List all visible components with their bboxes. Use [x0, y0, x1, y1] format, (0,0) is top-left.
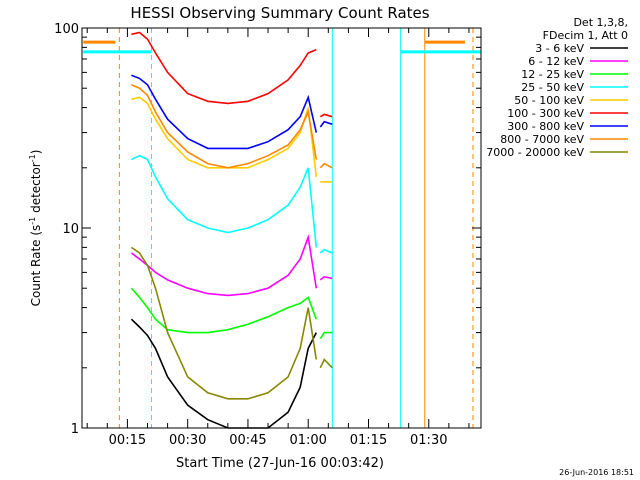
legend-header: FDecim 1, Att 0 [543, 29, 628, 42]
chart-title: HESSI Observing Summary Count Rates [130, 4, 429, 22]
series-1-segment-1 [319, 275, 333, 281]
x-tick-label: 01:30 [410, 433, 447, 448]
timestamp: 26-Jun-2016 18:51 [559, 468, 634, 477]
series-8-segment-1 [319, 358, 333, 369]
series-2 [130, 287, 333, 340]
series-8-segment-0 [130, 246, 318, 400]
series-7 [83, 40, 465, 169]
x-tick-label: 01:00 [289, 433, 326, 448]
legend-label: 6 - 12 keV [528, 55, 584, 68]
x-tick-label: 00:15 [109, 433, 146, 448]
series-0-segment-0 [130, 318, 318, 429]
series-6 [131, 74, 333, 150]
series-5 [131, 31, 333, 118]
y-tick-label: 100 [54, 22, 79, 37]
legend-label: 12 - 25 keV [521, 68, 584, 81]
series-7-segment-1 [131, 84, 318, 169]
series-1 [130, 234, 333, 297]
legend-label: 50 - 100 keV [514, 94, 584, 107]
series-6-segment-1 [319, 120, 333, 128]
legend-label: 100 - 300 keV [507, 107, 584, 120]
legend-label: 7000 - 20000 keV [486, 146, 584, 159]
series-1-segment-0 [130, 234, 318, 297]
series-0 [130, 318, 318, 429]
legend-header: Det 1,3,8, [573, 16, 628, 29]
series-2-segment-1 [319, 331, 333, 340]
series-3-segment-1 [319, 248, 333, 254]
series-3-segment-0 [131, 154, 318, 248]
series-5-segment-0 [131, 31, 317, 105]
y-tick-label: 1 [71, 422, 79, 437]
series-4 [131, 96, 333, 183]
legend-label: 300 - 800 keV [507, 120, 584, 133]
series-4-segment-0 [131, 96, 318, 177]
plot-area [83, 28, 481, 429]
x-tick-label: 00:45 [229, 433, 266, 448]
x-tick-label: 00:30 [169, 433, 206, 448]
series-6-segment-0 [131, 74, 318, 150]
legend-label: 800 - 7000 keV [500, 133, 584, 146]
axes: 00:15 00:30 00:45 01:00 01:15 01:30 1 10 100 [54, 22, 482, 448]
series-2-segment-0 [130, 287, 318, 334]
series-8 [130, 246, 333, 400]
legend-label: 3 - 6 keV [535, 42, 584, 55]
legend-label: 25 - 50 keV [521, 81, 584, 94]
y-tick-label: 10 [62, 222, 79, 237]
y-axis-label: Count Rate (s-1 detector-1) [28, 150, 43, 307]
series-5-segment-1 [319, 113, 333, 118]
series-3 [131, 154, 333, 254]
x-tick-label: 01:15 [350, 433, 387, 448]
series-7-segment-2 [319, 162, 333, 169]
x-axis-label: Start Time (27-Jun-16 00:03:42) [176, 456, 384, 471]
